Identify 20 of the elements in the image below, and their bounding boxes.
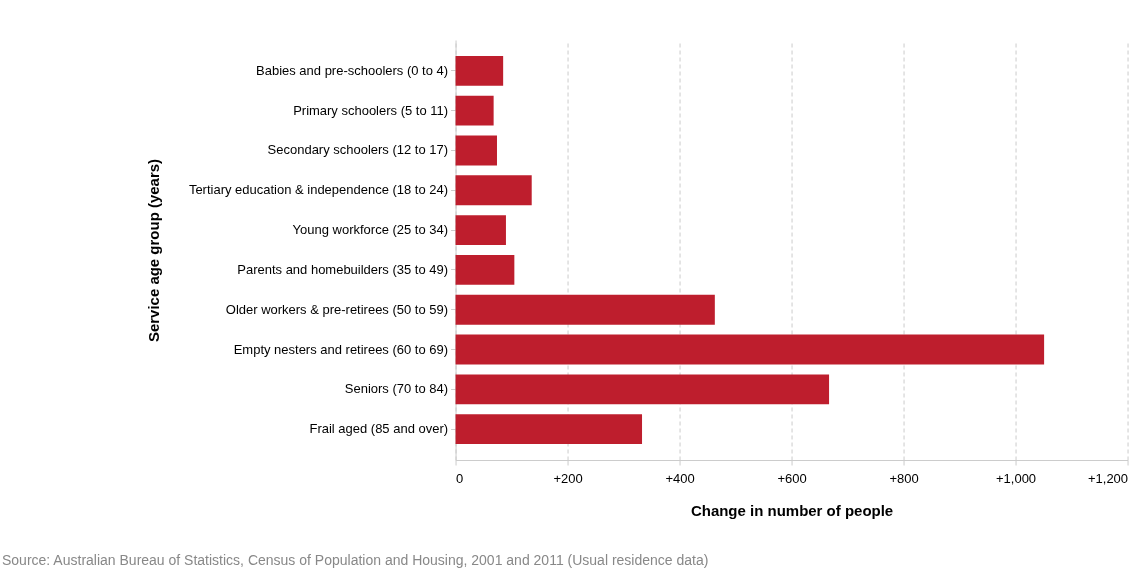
y-tick-label: Empty nesters and retirees (60 to 69) [233, 341, 449, 357]
x-tick-label: +200 [553, 471, 583, 487]
x-tick-label: +400 [665, 471, 695, 487]
x-axis-title: Change in number of people [690, 502, 894, 520]
source-note: Source: Australian Bureau of Statistics, Census of Population and Housing, 2001 and 2011 (Usual residence data) [2, 552, 709, 568]
y-tick-label: Secondary schoolers (12 to 17) [267, 142, 449, 158]
x-tick-label: 0 [456, 471, 464, 487]
y-tick-label: Babies and pre-schoolers (0 to 4) [256, 62, 449, 78]
y-tick-label: Older workers & pre-retirees (50 to 59) [225, 301, 449, 317]
y-tick-label: Parents and homebuilders (35 to 49) [237, 261, 449, 277]
y-tick-label: Frail aged (85 and over) [309, 421, 449, 437]
y-tick-label: Primary schoolers (5 to 11) [293, 102, 449, 118]
y-tick-label: Tertiary education & independence (18 to 24) [188, 182, 449, 198]
x-tick-label: +800 [889, 471, 919, 487]
x-tick-label: +1,000 [996, 471, 1037, 487]
x-tick-label: +600 [777, 471, 807, 487]
y-tick-label: Seniors (70 to 84) [344, 381, 449, 397]
x-tick-label: +1,200 [1087, 471, 1129, 487]
y-tick-label: Young workforce (25 to 34) [292, 222, 449, 238]
y-axis-title: Service age group (years) [144, 158, 162, 343]
